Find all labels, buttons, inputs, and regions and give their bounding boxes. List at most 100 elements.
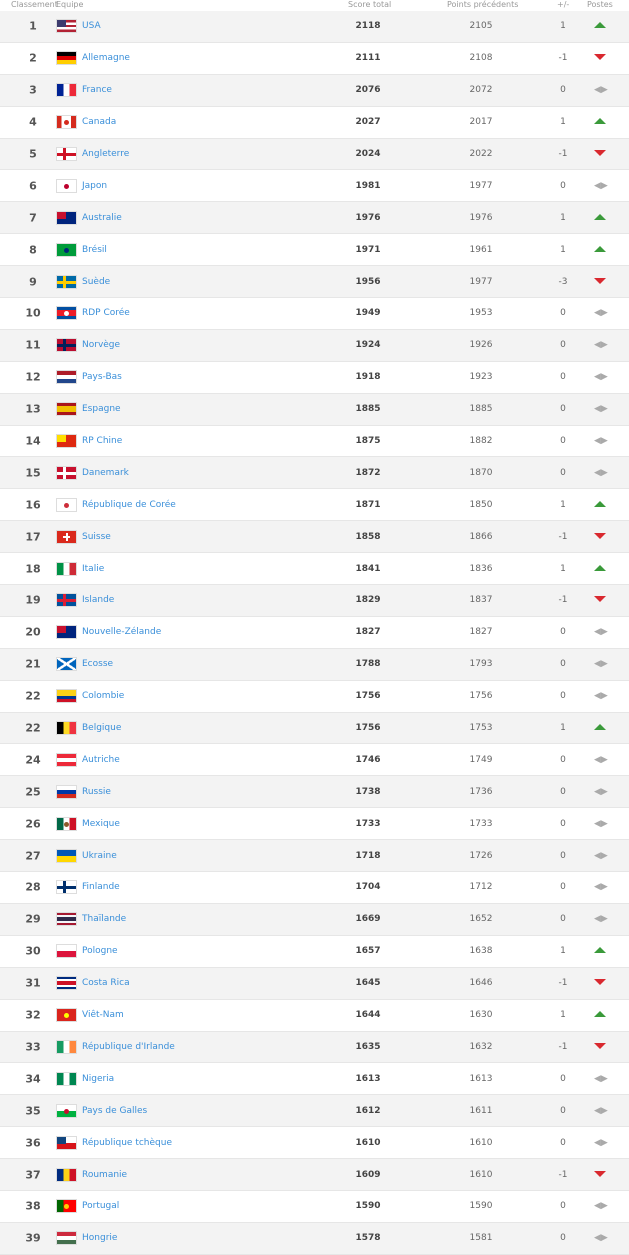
previous-points: 2072 [469, 85, 493, 96]
team-link[interactable]: Suède [82, 276, 111, 287]
unchanged-icon: ◀▶ [594, 1137, 608, 1148]
total-score: 1756 [355, 691, 381, 702]
flag-icon [56, 497, 77, 512]
rank-change: 0 [560, 1201, 566, 1212]
team-link[interactable]: Japon [82, 180, 108, 191]
rank-change: -1 [558, 531, 568, 542]
flag-icon [56, 147, 77, 161]
team-link[interactable]: Angleterre [82, 149, 130, 159]
flag-icon [56, 1199, 77, 1214]
previous-points: 1712 [469, 882, 493, 893]
team-link[interactable]: Danemark [82, 467, 129, 478]
team-link[interactable]: Norvège [82, 340, 121, 351]
previous-points: 1610 [469, 1137, 493, 1148]
team-link[interactable]: Pays de Galles [82, 1105, 148, 1116]
team-link[interactable]: République d'Irlande [82, 1041, 175, 1052]
table-row: 14 RP Chine 1875 1882 0 ◀▶ [0, 426, 629, 458]
team-link[interactable]: Portugal [82, 1201, 120, 1212]
flag-icon [56, 51, 77, 66]
table-row: 28 Finlande 1704 1712 0 ◀▶ [0, 872, 629, 904]
team-link[interactable]: Viêt-Nam [82, 1010, 124, 1021]
team-link[interactable]: République tchèque [82, 1137, 173, 1148]
previous-points: 1977 [469, 276, 493, 287]
flag-icon [56, 593, 77, 608]
table-row: 11 Norvège 1924 1926 0 ◀▶ [0, 329, 629, 362]
rank: 22 [25, 721, 41, 735]
team-link[interactable]: RDP Corée [82, 308, 130, 319]
team-link[interactable]: Canada [82, 117, 117, 128]
unchanged-icon: ◀▶ [594, 1201, 608, 1212]
total-score: 1949 [355, 308, 381, 319]
ranking-table: 1 USA 2118 2105 1 2 Allemagne 2111 2108 -1 3 France… [0, 11, 629, 1255]
team-link[interactable]: Costa Rica [82, 978, 130, 989]
team-link[interactable]: Finlande [82, 882, 120, 893]
table-row: 19 Islande 1829 1837 -1 [0, 585, 629, 617]
rank: 6 [29, 179, 37, 193]
team-link[interactable]: RP Chine [82, 436, 123, 447]
flag-icon [56, 880, 77, 895]
team-link[interactable]: Roumanie [82, 1169, 128, 1180]
team-link[interactable]: République de Corée [82, 499, 176, 510]
trend-indicator: ◀▶ [594, 851, 608, 860]
team-link[interactable]: Allemagne [82, 53, 130, 64]
unchanged-icon: ◀▶ [594, 914, 608, 925]
trend-indicator: ◀▶ [594, 1106, 608, 1115]
previous-points: 1610 [469, 1169, 493, 1180]
team-link[interactable]: Hongrie [82, 1233, 118, 1244]
team-link[interactable]: Ecosse [82, 659, 114, 670]
total-score: 1644 [355, 1010, 381, 1021]
trend-indicator [594, 245, 606, 254]
total-score: 1918 [355, 372, 381, 383]
arrow-up-icon [594, 724, 606, 731]
unchanged-icon: ◀▶ [594, 436, 608, 447]
total-score: 2027 [355, 117, 381, 128]
team-link[interactable]: Pologne [82, 946, 118, 957]
team-link[interactable]: USA [82, 21, 101, 32]
previous-points: 1652 [469, 914, 493, 925]
flag-icon [56, 1071, 77, 1086]
rank-change: 0 [560, 436, 566, 447]
arrow-down-icon [594, 150, 606, 156]
team-link[interactable]: Russie [82, 786, 111, 797]
team-link[interactable]: Autriche [82, 754, 120, 765]
team-link[interactable]: Australie [82, 212, 122, 223]
trend-indicator: ◀▶ [594, 628, 608, 637]
rank-change: 0 [560, 1233, 566, 1244]
rank-change: 0 [560, 467, 566, 478]
flag-icon [56, 434, 77, 449]
team-link[interactable]: Nigeria [82, 1073, 115, 1084]
table-row: 6 Japon 1981 1977 0 ◀▶ [0, 170, 629, 203]
team-link[interactable]: Colombie [82, 691, 125, 702]
trend-indicator: ◀▶ [594, 86, 608, 95]
total-score: 1885 [355, 404, 381, 415]
team-link[interactable]: Mexique [82, 818, 120, 829]
team-link[interactable]: Ukraine [82, 850, 117, 861]
team-link[interactable]: Nouvelle-Zélande [82, 627, 162, 638]
total-score: 1829 [355, 595, 381, 606]
rank-change: -1 [558, 149, 568, 159]
team-link[interactable]: Islande [82, 595, 115, 606]
previous-points: 1866 [469, 531, 493, 542]
previous-points: 1756 [469, 691, 493, 702]
trend-indicator [594, 277, 606, 286]
team-link[interactable]: Thaïlande [82, 914, 127, 925]
total-score: 2076 [355, 85, 381, 96]
previous-points: 2017 [469, 117, 493, 128]
team-link[interactable]: Pays-Bas [82, 372, 122, 383]
total-score: 2118 [355, 21, 381, 32]
team-link[interactable]: Brésil [82, 244, 107, 255]
team-link[interactable]: Italie [82, 563, 105, 574]
team-link[interactable]: Espagne [82, 404, 121, 415]
table-row: 24 Autriche 1746 1749 0 ◀▶ [0, 744, 629, 777]
table-row: 4 Canada 2027 2017 1 [0, 107, 629, 139]
rank: 15 [25, 466, 41, 480]
trend-indicator: ◀▶ [594, 914, 608, 925]
trend-indicator: ◀▶ [594, 1201, 608, 1212]
team-link[interactable]: Belgique [82, 723, 122, 734]
table-row: 21 Ecosse 1788 1793 0 ◀▶ [0, 648, 629, 681]
trend-indicator: ◀▶ [594, 436, 608, 447]
previous-points: 1850 [469, 499, 493, 510]
team-link[interactable]: Suisse [82, 531, 111, 542]
rank-change: 0 [560, 818, 566, 829]
team-link[interactable]: France [82, 85, 112, 96]
